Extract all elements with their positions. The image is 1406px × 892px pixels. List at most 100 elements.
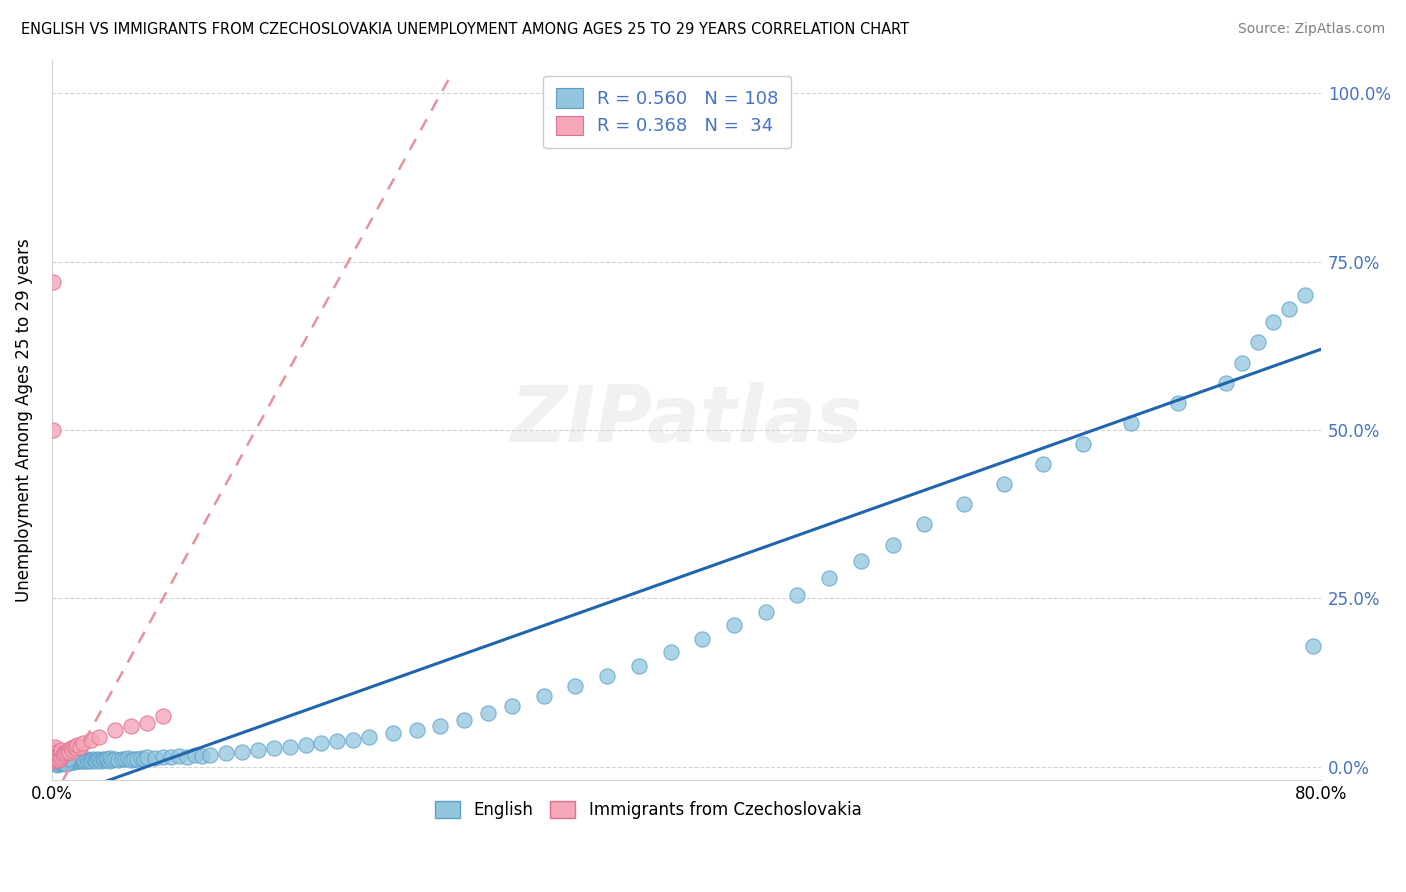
Point — [77, 755, 100, 769]
Point — [70, 755, 93, 769]
Point — [882, 537, 904, 551]
Point — [58, 745, 80, 759]
Point — [63, 739, 86, 754]
Point — [45, 752, 67, 766]
Point — [53, 747, 76, 761]
Point — [101, 753, 124, 767]
Point — [659, 645, 682, 659]
Y-axis label: Unemployment Among Ages 25 to 29 years: Unemployment Among Ages 25 to 29 years — [15, 238, 32, 602]
Point — [1294, 288, 1316, 302]
Point — [1246, 335, 1268, 350]
Point — [104, 723, 127, 737]
Point — [104, 752, 127, 766]
Point — [56, 752, 79, 766]
Point — [818, 571, 841, 585]
Point — [359, 730, 381, 744]
Point — [381, 726, 404, 740]
Point — [42, 749, 65, 764]
Point — [51, 756, 73, 770]
Point — [136, 716, 159, 731]
Point — [45, 756, 67, 771]
Point — [143, 751, 166, 765]
Point — [44, 756, 66, 771]
Point — [87, 752, 110, 766]
Point — [152, 749, 174, 764]
Point — [159, 750, 181, 764]
Point — [294, 738, 316, 752]
Point — [849, 554, 872, 568]
Point — [96, 752, 118, 766]
Point — [48, 754, 70, 768]
Point — [56, 752, 79, 766]
Point — [58, 753, 80, 767]
Point — [42, 275, 65, 289]
Point — [263, 741, 285, 756]
Point — [176, 749, 198, 764]
Point — [58, 756, 80, 770]
Point — [1032, 457, 1054, 471]
Point — [117, 751, 139, 765]
Point — [45, 757, 67, 772]
Point — [79, 753, 101, 767]
Point — [114, 752, 136, 766]
Point — [55, 745, 77, 759]
Point — [107, 753, 129, 767]
Point — [231, 745, 253, 759]
Point — [52, 756, 75, 770]
Point — [83, 753, 105, 767]
Point — [46, 747, 69, 762]
Point — [501, 699, 523, 714]
Point — [51, 752, 73, 766]
Point — [48, 755, 70, 769]
Point — [42, 743, 65, 757]
Point — [342, 732, 364, 747]
Point — [1215, 376, 1237, 390]
Point — [84, 755, 107, 769]
Point — [75, 754, 97, 768]
Point — [56, 743, 79, 757]
Point — [120, 753, 142, 767]
Text: ZIPatlas: ZIPatlas — [510, 382, 862, 458]
Point — [120, 719, 142, 733]
Point — [55, 754, 77, 768]
Point — [89, 730, 111, 744]
Point — [65, 741, 87, 756]
Point — [191, 749, 214, 764]
Point — [72, 736, 94, 750]
Point — [45, 745, 67, 759]
Point — [53, 755, 76, 769]
Point — [183, 748, 205, 763]
Point — [477, 706, 499, 720]
Point — [44, 755, 66, 769]
Point — [94, 752, 117, 766]
Point — [786, 588, 808, 602]
Point — [66, 739, 89, 753]
Point — [60, 754, 83, 768]
Point — [93, 753, 115, 767]
Point — [53, 753, 76, 767]
Point — [129, 751, 152, 765]
Point — [912, 517, 935, 532]
Point — [69, 739, 91, 754]
Point — [80, 732, 103, 747]
Point — [65, 753, 87, 767]
Point — [44, 753, 66, 767]
Point — [311, 736, 333, 750]
Point — [136, 750, 159, 764]
Point — [1230, 356, 1253, 370]
Point — [51, 754, 73, 768]
Point — [993, 477, 1015, 491]
Point — [52, 747, 75, 762]
Point — [564, 679, 586, 693]
Point — [533, 689, 555, 703]
Point — [42, 749, 65, 764]
Point — [429, 719, 451, 733]
Point — [46, 755, 69, 769]
Point — [51, 749, 73, 764]
Point — [59, 755, 82, 769]
Point — [91, 752, 114, 766]
Legend: English, Immigrants from Czechoslovakia: English, Immigrants from Czechoslovakia — [429, 795, 868, 826]
Point — [1119, 417, 1142, 431]
Point — [76, 752, 98, 766]
Point — [48, 752, 70, 766]
